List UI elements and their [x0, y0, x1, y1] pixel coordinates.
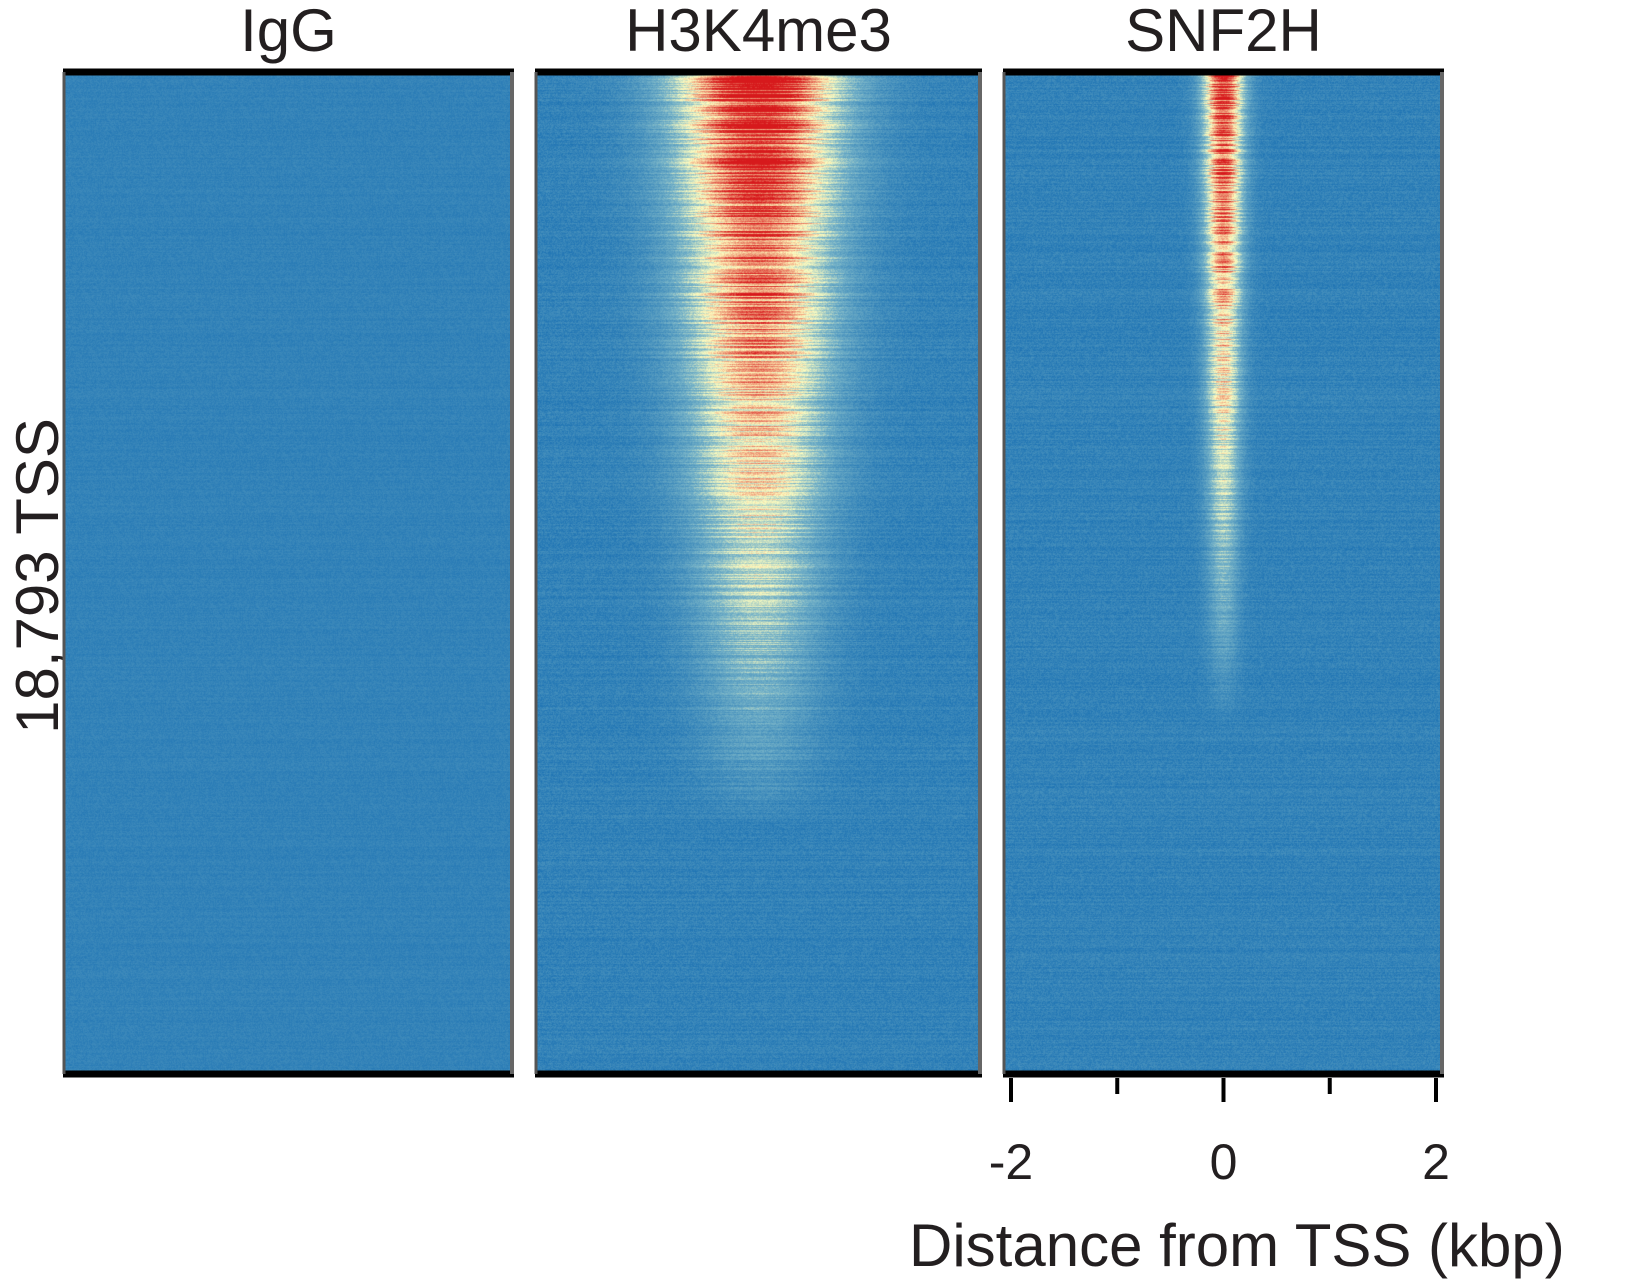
heatmap-panel-h3k4me3	[535, 72, 982, 1074]
panel-title-snf2h: SNF2H	[1125, 0, 1322, 64]
heatmap-panel-snf2h	[1003, 72, 1444, 1074]
x-tick-label: 2	[1422, 1134, 1450, 1190]
x-axis-label: Distance from TSS (kbp)	[909, 1212, 1565, 1279]
x-tick-label: -2	[988, 1134, 1034, 1190]
panel-title-igg: IgG	[240, 0, 337, 64]
panel-title-h3k4me3: H3K4me3	[625, 0, 892, 64]
x-tick-label: 0	[1209, 1134, 1238, 1190]
heatmap-panel-igg	[63, 72, 514, 1074]
